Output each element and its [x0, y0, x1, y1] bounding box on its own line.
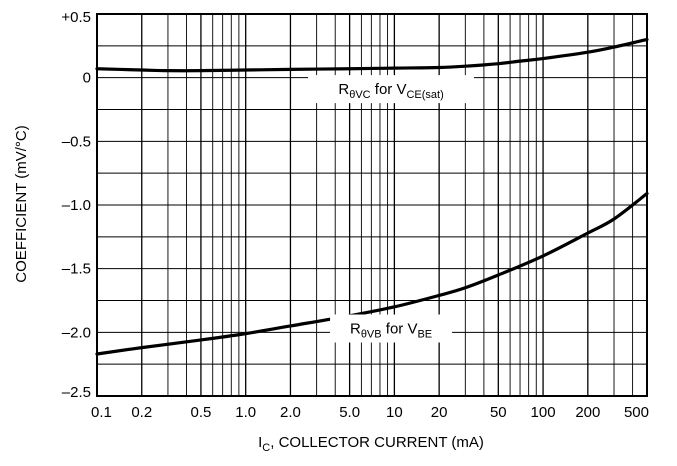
x-tick-label: 0.2: [131, 404, 152, 421]
series-label-subscript: CE(sat): [406, 89, 443, 101]
x-axis-label-main: I: [258, 434, 262, 451]
y-axis-label: COEFFICIENT (mV/°C): [13, 125, 30, 282]
y-tick-label: –1.0: [62, 197, 91, 214]
x-tick-label: 200: [575, 404, 600, 421]
x-tick-label: 20: [431, 404, 448, 421]
x-tick-label: 2.0: [280, 404, 301, 421]
x-axis-label: IC, COLLECTOR CURRENT (mA): [258, 434, 484, 454]
x-axis-label-sub: C: [262, 442, 270, 454]
x-tick-labels: 0.1 0.2 0.5 1.0 2.0 5.0 10 20 50 100 200 500: [91, 404, 649, 421]
y-tick-label: +0.5: [61, 9, 91, 26]
y-tick-label: –0.5: [62, 133, 91, 150]
series-label-part: R: [338, 81, 349, 98]
data-curves: [95, 37, 649, 356]
series-label-part: R: [350, 321, 361, 338]
series-line-1: [95, 37, 649, 73]
y-tick-label: –1.5: [62, 261, 91, 278]
y-tick-label: 0: [83, 70, 91, 87]
x-tick-label: 5.0: [339, 404, 360, 421]
series-label-text: RθVC for VCE(sat): [338, 81, 443, 101]
series-label-part: for V: [371, 81, 407, 98]
y-tick-labels: +0.5 0 –0.5 –1.0 –1.5 –2.0 –2.5: [61, 9, 91, 401]
series-line-2: [95, 191, 649, 356]
x-tick-label: 1.0: [235, 404, 256, 421]
x-tick-label: 0.1: [91, 404, 112, 421]
plot-frame: [96, 13, 648, 397]
x-tick-label: 10: [386, 404, 403, 421]
series-label-background: [330, 314, 453, 343]
series-label-text: RθVB for VBE: [350, 321, 432, 341]
x-tick-label: 0.5: [191, 404, 212, 421]
x-axis-label-rest: , COLLECTOR CURRENT (mA): [270, 434, 484, 451]
y-tick-label: –2.5: [62, 384, 91, 401]
y-tick-label: –2.0: [62, 324, 91, 341]
series-annotations: RθVC for VCE(sat)RθVB for VBE: [308, 75, 475, 343]
series-label-2: RθVB for VBE: [330, 314, 453, 343]
series-label-subscript: BE: [417, 329, 432, 341]
series-label-part: for V: [382, 321, 418, 338]
series-label-background: [308, 75, 475, 104]
x-tick-label: 500: [624, 404, 649, 421]
x-tick-label: 50: [490, 404, 507, 421]
series-label-subscript: θVB: [361, 329, 382, 341]
series-label-1: RθVC for VCE(sat): [308, 75, 475, 104]
series-label-subscript: θVC: [349, 89, 370, 101]
x-tick-label: 100: [531, 404, 556, 421]
